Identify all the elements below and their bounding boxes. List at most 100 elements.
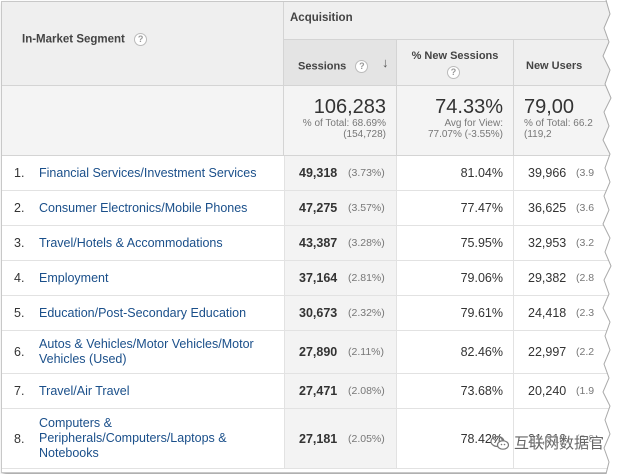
- new-users-percent: (2.3: [576, 307, 595, 319]
- new-users-total: 79,00 % of Total: 66.2 (119,2: [514, 86, 620, 156]
- pct-new-total-line1: Avg for View:: [444, 118, 503, 129]
- new-users-value: 29,382: [528, 271, 567, 285]
- sessions-total: 106,283 % of Total: 68.69% (154,728): [284, 86, 397, 156]
- pct-new-total: 74.33% Avg for View: 77.07% (-3.55%): [397, 86, 514, 156]
- totals-row-label-cell: [2, 86, 284, 156]
- new-users-value: 39,966: [528, 166, 567, 180]
- sessions-value: 30,673: [299, 306, 338, 320]
- new-users-cell: 21,310 (2.0: [514, 409, 620, 468]
- segment-link[interactable]: Consumer Electronics/Mobile Phones: [39, 200, 248, 215]
- sessions-percent: (2.11%): [348, 346, 384, 358]
- sessions-total-line1: % of Total: 68.69%: [302, 118, 386, 129]
- new-users-total-line2: (119,2: [524, 129, 552, 140]
- sessions-cell: 49,318 (3.73%): [284, 156, 397, 190]
- sessions-value: 49,318: [299, 166, 338, 180]
- new-users-value: 22,997: [528, 345, 567, 359]
- table-row[interactable]: 1. Financial Services/Investment Services…: [2, 156, 620, 191]
- row-number: 5.: [14, 306, 25, 320]
- sessions-value: 27,471: [299, 384, 338, 398]
- sessions-column-header[interactable]: Sessions ? ↓: [284, 40, 397, 86]
- row-number: 2.: [14, 201, 25, 215]
- sessions-percent: (2.05%): [348, 432, 385, 445]
- pct-new-sessions-value: 79.61%: [397, 296, 514, 330]
- pct-new-sessions-value: 82.46%: [397, 331, 514, 373]
- table-row[interactable]: 6. Autos & Vehicles/Motor Vehicles/Motor …: [2, 331, 620, 374]
- segment-link[interactable]: Travel/Air Travel: [39, 383, 130, 398]
- sessions-percent: (3.57%): [348, 202, 385, 214]
- new-users-cell: 24,418 (2.3: [514, 296, 620, 330]
- segment-help-icon[interactable]: ?: [134, 33, 148, 46]
- new-users-column-header[interactable]: New Users: [514, 40, 620, 86]
- new-users-percent: (3.2: [576, 237, 595, 249]
- pct-new-sessions-value: 81.04%: [397, 156, 514, 190]
- new-users-value: 20,240: [528, 384, 567, 398]
- sessions-cell: 43,387 (3.28%): [284, 226, 397, 260]
- table-row[interactable]: 2. Consumer Electronics/Mobile Phones 47,2…: [2, 191, 620, 226]
- new-users-percent: (3.9: [576, 167, 595, 179]
- pct-new-sessions-column-header[interactable]: % New Sessions ?: [397, 40, 514, 86]
- segment-link[interactable]: Computers & Peripherals/Computers/Laptop…: [39, 416, 227, 460]
- new-users-percent: (2.8: [576, 272, 595, 284]
- table-row[interactable]: 4. Employment 37,164 (2.81%) 79.06% 29,382 (2.…: [2, 261, 620, 296]
- sort-descending-icon[interactable]: ↓: [382, 55, 389, 70]
- segment-link[interactable]: Education/Post-Secondary Education: [39, 305, 247, 320]
- row-number: 6.: [14, 345, 25, 359]
- pct-new-header-label: % New Sessions: [411, 50, 499, 62]
- row-number: 3.: [14, 236, 25, 250]
- new-users-value: 21,310: [528, 431, 567, 446]
- new-users-cell: 22,997 (2.2: [514, 331, 620, 373]
- sessions-cell: 30,673 (2.32%): [284, 296, 397, 330]
- sessions-help-icon[interactable]: ?: [355, 60, 369, 73]
- pct-new-sessions-value: 78.42%: [397, 409, 514, 468]
- new-users-total-line1: % of Total: 66.2: [524, 118, 593, 129]
- sessions-cell: 37,164 (2.81%): [284, 261, 397, 295]
- segment-link[interactable]: Employment: [39, 270, 109, 285]
- sessions-cell: 27,181 (2.05%): [284, 409, 397, 468]
- new-users-value: 32,953: [528, 236, 567, 250]
- new-users-cell: 20,240 (1.9: [514, 374, 620, 408]
- pct-new-sessions-value: 73.68%: [397, 374, 514, 408]
- segment-column-header[interactable]: In-Market Segment ?: [2, 2, 284, 86]
- sessions-percent: (2.08%): [348, 385, 385, 397]
- wechat-logo-icon: [490, 435, 510, 450]
- table-row[interactable]: 7. Travel/Air Travel 27,471 (2.08%) 73.68% 20…: [2, 374, 620, 409]
- sessions-percent: (3.28%): [348, 237, 385, 249]
- segment-link[interactable]: Autos & Vehicles/Motor Vehicles/Motor Ve…: [39, 337, 254, 366]
- sessions-value: 27,890: [299, 345, 338, 359]
- watermark-text: 互联网数据官: [514, 435, 605, 452]
- sessions-percent: (3.73%): [348, 167, 385, 179]
- new-users-percent: (2.2: [576, 346, 595, 358]
- new-users-total-value: 79,00: [524, 96, 575, 118]
- new-users-header-label: New Users: [526, 60, 583, 72]
- pct-new-help-icon[interactable]: ?: [447, 66, 460, 79]
- sessions-value: 37,164: [299, 271, 338, 285]
- new-users-percent: (1.9: [576, 385, 595, 397]
- pct-new-sessions-value: 77.47%: [397, 191, 514, 225]
- pct-new-sessions-value: 75.95%: [397, 226, 514, 260]
- row-number: 8.: [14, 431, 25, 446]
- torn-edge-decoration: [602, 0, 620, 474]
- segment-header-label: In-Market Segment: [22, 33, 125, 46]
- table-row[interactable]: 5. Education/Post-Secondary Education 30,6…: [2, 296, 620, 331]
- table-row[interactable]: 3. Travel/Hotels & Accommodations 43,387 (3…: [2, 226, 620, 261]
- table-row[interactable]: 8. Computers & Peripherals/Computers/Lapt…: [2, 409, 620, 469]
- row-number: 7.: [14, 384, 25, 398]
- sessions-total-line2: (154,728): [343, 129, 386, 140]
- pct-new-total-line2: 77.07% (-3.55%): [427, 129, 503, 140]
- watermark: 互联网数据官: [490, 432, 604, 453]
- sessions-total-value: 106,283: [313, 96, 386, 118]
- pct-new-total-value: 74.33%: [435, 96, 503, 118]
- row-number: 1.: [14, 166, 25, 180]
- sessions-percent: (2.81%): [348, 272, 385, 284]
- sessions-cell: 47,275 (3.57%): [284, 191, 397, 225]
- new-users-value: 36,625: [528, 201, 567, 215]
- segment-link[interactable]: Financial Services/Investment Services: [39, 165, 257, 180]
- segment-link[interactable]: Travel/Hotels & Accommodations: [39, 235, 223, 250]
- sessions-value: 27,181: [299, 431, 338, 446]
- sessions-value: 47,275: [299, 201, 338, 215]
- new-users-cell: 29,382 (2.8: [514, 261, 620, 295]
- acquisition-label: Acquisition: [290, 12, 353, 24]
- sessions-cell: 27,471 (2.08%): [284, 374, 397, 408]
- sessions-value: 43,387: [299, 236, 338, 250]
